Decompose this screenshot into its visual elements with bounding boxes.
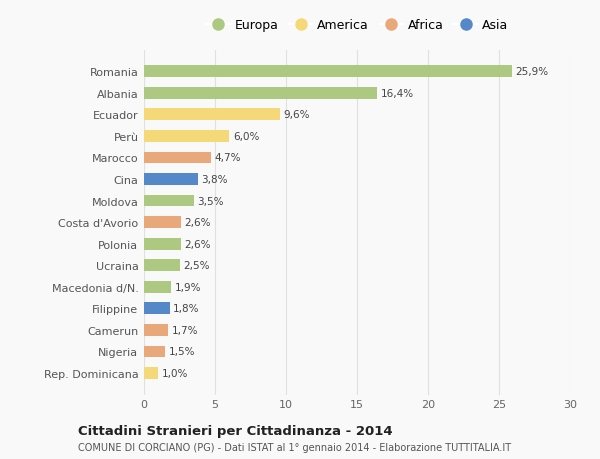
Bar [144,109,280,121]
Text: 1,9%: 1,9% [175,282,201,292]
Text: Cittadini Stranieri per Cittadinanza - 2014: Cittadini Stranieri per Cittadinanza - 2… [78,425,392,437]
Bar [144,346,166,358]
Bar [144,152,211,164]
Text: 2,6%: 2,6% [184,239,211,249]
Bar [144,174,198,185]
Text: 16,4%: 16,4% [380,89,413,99]
Text: 4,7%: 4,7% [214,153,241,163]
Bar [144,324,168,336]
Bar [144,131,229,142]
Text: 3,8%: 3,8% [202,174,228,185]
Text: 2,5%: 2,5% [183,261,209,271]
Text: 9,6%: 9,6% [284,110,310,120]
Bar [144,66,512,78]
Text: 3,5%: 3,5% [197,196,224,206]
Text: 1,7%: 1,7% [172,325,198,335]
Bar [144,260,179,272]
Bar [144,367,158,379]
Text: 6,0%: 6,0% [233,132,259,141]
Text: 1,0%: 1,0% [162,368,188,378]
Bar [144,303,170,314]
Legend: Europa, America, Africa, Asia: Europa, America, Africa, Asia [206,19,508,32]
Text: 2,6%: 2,6% [184,218,211,228]
Text: 25,9%: 25,9% [515,67,548,77]
Text: 1,5%: 1,5% [169,347,196,357]
Text: COMUNE DI CORCIANO (PG) - Dati ISTAT al 1° gennaio 2014 - Elaborazione TUTTITALI: COMUNE DI CORCIANO (PG) - Dati ISTAT al … [78,442,511,452]
Bar [144,88,377,100]
Bar [144,281,171,293]
Bar [144,217,181,229]
Text: 1,8%: 1,8% [173,304,200,313]
Bar [144,238,181,250]
Bar [144,195,194,207]
